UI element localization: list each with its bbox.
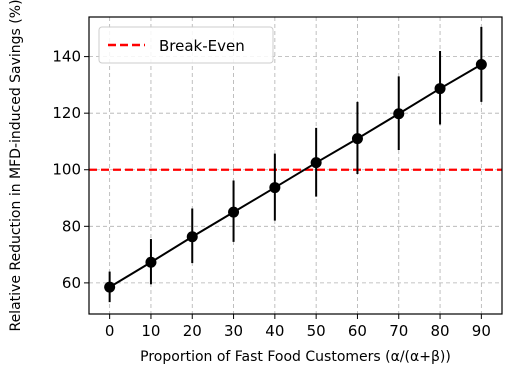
data-point xyxy=(145,256,157,268)
x-tick-label: 90 xyxy=(472,322,491,340)
data-point xyxy=(269,182,281,194)
data-point xyxy=(186,231,198,243)
y-tick-label: 100 xyxy=(52,161,81,179)
data-point xyxy=(475,59,487,71)
x-tick-label: 10 xyxy=(141,322,160,340)
x-axis-label: Proportion of Fast Food Customers (α/(α+… xyxy=(140,349,451,365)
y-tick-label: 120 xyxy=(52,104,81,122)
x-tick-label: 70 xyxy=(389,322,408,340)
y-tick-label: 140 xyxy=(52,48,81,66)
x-tick-label: 20 xyxy=(183,322,202,340)
legend: Break-Even xyxy=(98,26,274,64)
data-point xyxy=(393,108,405,120)
x-tick-label: 30 xyxy=(224,322,243,340)
data-point xyxy=(228,206,240,218)
x-tick-label: 60 xyxy=(348,322,367,340)
plot-frame xyxy=(88,16,503,315)
y-axis-label: Relative Reduction in MFD-induced Saving… xyxy=(8,0,24,332)
x-tick-label: 50 xyxy=(307,322,326,340)
series-line xyxy=(109,63,482,288)
data-point xyxy=(351,133,363,145)
legend-label-break-even: Break-Even xyxy=(159,37,245,55)
legend-box xyxy=(98,26,274,64)
x-tick-label: 40 xyxy=(265,322,284,340)
data-point xyxy=(104,281,116,293)
axis-ticks: 0 10 20 30 40 50 60 70 80 90 60 80 100 120 140 xyxy=(52,48,491,340)
data-point xyxy=(434,83,446,95)
x-tick-label: 0 xyxy=(105,322,115,340)
x-tick-label: 80 xyxy=(431,322,450,340)
y-tick-label: 60 xyxy=(62,274,81,292)
y-tick-label: 80 xyxy=(62,217,81,235)
data-point xyxy=(310,157,322,169)
data-series xyxy=(104,26,487,303)
